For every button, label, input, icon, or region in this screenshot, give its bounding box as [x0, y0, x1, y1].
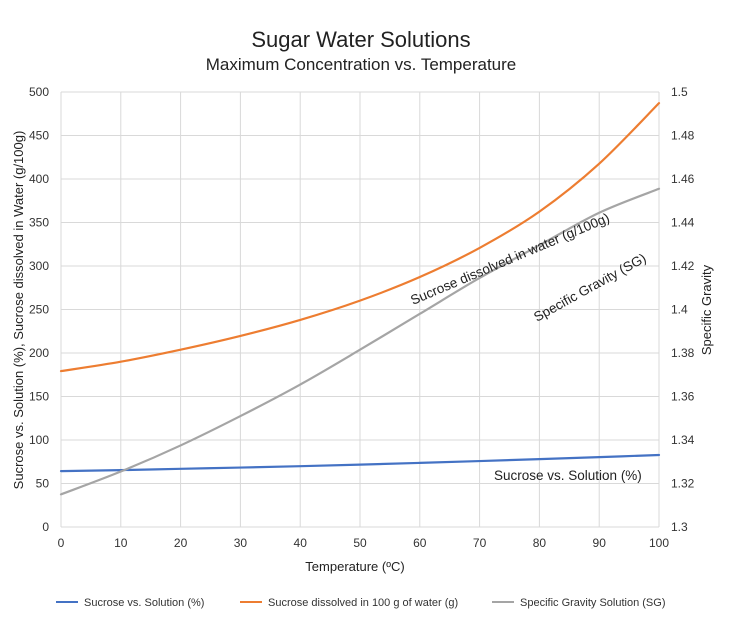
legend-label-specific-gravity: Specific Gravity Solution (SG) — [520, 597, 666, 609]
y-tick-label: 300 — [29, 259, 49, 273]
x-tick-label: 10 — [114, 536, 128, 550]
y2-tick-label: 1.34 — [671, 433, 695, 447]
y2-tick-label: 1.46 — [671, 172, 695, 186]
grid — [60, 91, 660, 528]
y2-tick-label: 1.42 — [671, 259, 695, 273]
chart-title: Sugar Water Solutions — [251, 27, 470, 52]
y2-tick-label: 1.5 — [671, 85, 688, 99]
y-tick-label: 200 — [29, 346, 49, 360]
y-tick-label: 50 — [36, 477, 50, 491]
x-tick-label: 80 — [533, 536, 547, 550]
x-axis-title: Temperature (ºC) — [305, 559, 404, 574]
annotation-sucrose-vs-solution: Sucrose vs. Solution (%) — [494, 468, 642, 483]
series-line-sucrose-dissolved — [59, 102, 661, 373]
x-tick-label: 60 — [413, 536, 427, 550]
y2-axis-ticks: 1.3 1.32 1.34 1.36 1.38 1.4 1.42 1.44 1.46 1.48 1.… — [671, 85, 695, 534]
annotation-specific-gravity: Specific Gravity (SG) — [531, 250, 649, 324]
y-axis-title: Sucrose vs. Solution (%), Sucrose dissol… — [11, 131, 26, 490]
x-axis-ticks: 0 10 20 30 40 50 60 70 80 90 100 — [58, 536, 670, 550]
x-tick-label: 40 — [294, 536, 308, 550]
y-tick-label: 250 — [29, 303, 49, 317]
x-tick-label: 70 — [473, 536, 487, 550]
y-tick-label: 450 — [29, 129, 49, 143]
x-tick-label: 90 — [593, 536, 607, 550]
y2-tick-label: 1.32 — [671, 477, 695, 491]
y2-tick-label: 1.3 — [671, 520, 688, 534]
series-line-sucrose-vs-solution — [59, 453, 661, 473]
y-tick-label: 150 — [29, 390, 49, 404]
x-tick-label: 0 — [58, 536, 65, 550]
x-tick-label: 20 — [174, 536, 188, 550]
y2-tick-label: 1.38 — [671, 346, 695, 360]
legend-label-sucrose-vs-solution: Sucrose vs. Solution (%) — [84, 597, 204, 609]
y-tick-label: 400 — [29, 172, 49, 186]
y-tick-label: 100 — [29, 433, 49, 447]
legend-label-sucrose-dissolved: Sucrose dissolved in 100 g of water (g) — [268, 597, 458, 609]
y2-tick-label: 1.4 — [671, 303, 688, 317]
series — [59, 102, 661, 496]
y-tick-label: 500 — [29, 85, 49, 99]
x-tick-label: 50 — [353, 536, 367, 550]
y2-tick-label: 1.44 — [671, 216, 695, 230]
x-tick-label: 30 — [234, 536, 248, 550]
series-line-specific-gravity — [59, 187, 661, 496]
y-axis-ticks: 0 50 100 150 200 250 300 350 400 450 500 — [29, 85, 49, 534]
y2-tick-label: 1.36 — [671, 390, 695, 404]
y-tick-label: 0 — [42, 520, 49, 534]
legend: Sucrose vs. Solution (%) Sucrose dissolv… — [56, 597, 666, 609]
chart-subtitle: Maximum Concentration vs. Temperature — [206, 55, 517, 74]
x-tick-label: 100 — [649, 536, 669, 550]
y-tick-label: 350 — [29, 216, 49, 230]
y2-axis-title: Specific Gravity — [699, 264, 714, 355]
y2-tick-label: 1.48 — [671, 129, 695, 143]
